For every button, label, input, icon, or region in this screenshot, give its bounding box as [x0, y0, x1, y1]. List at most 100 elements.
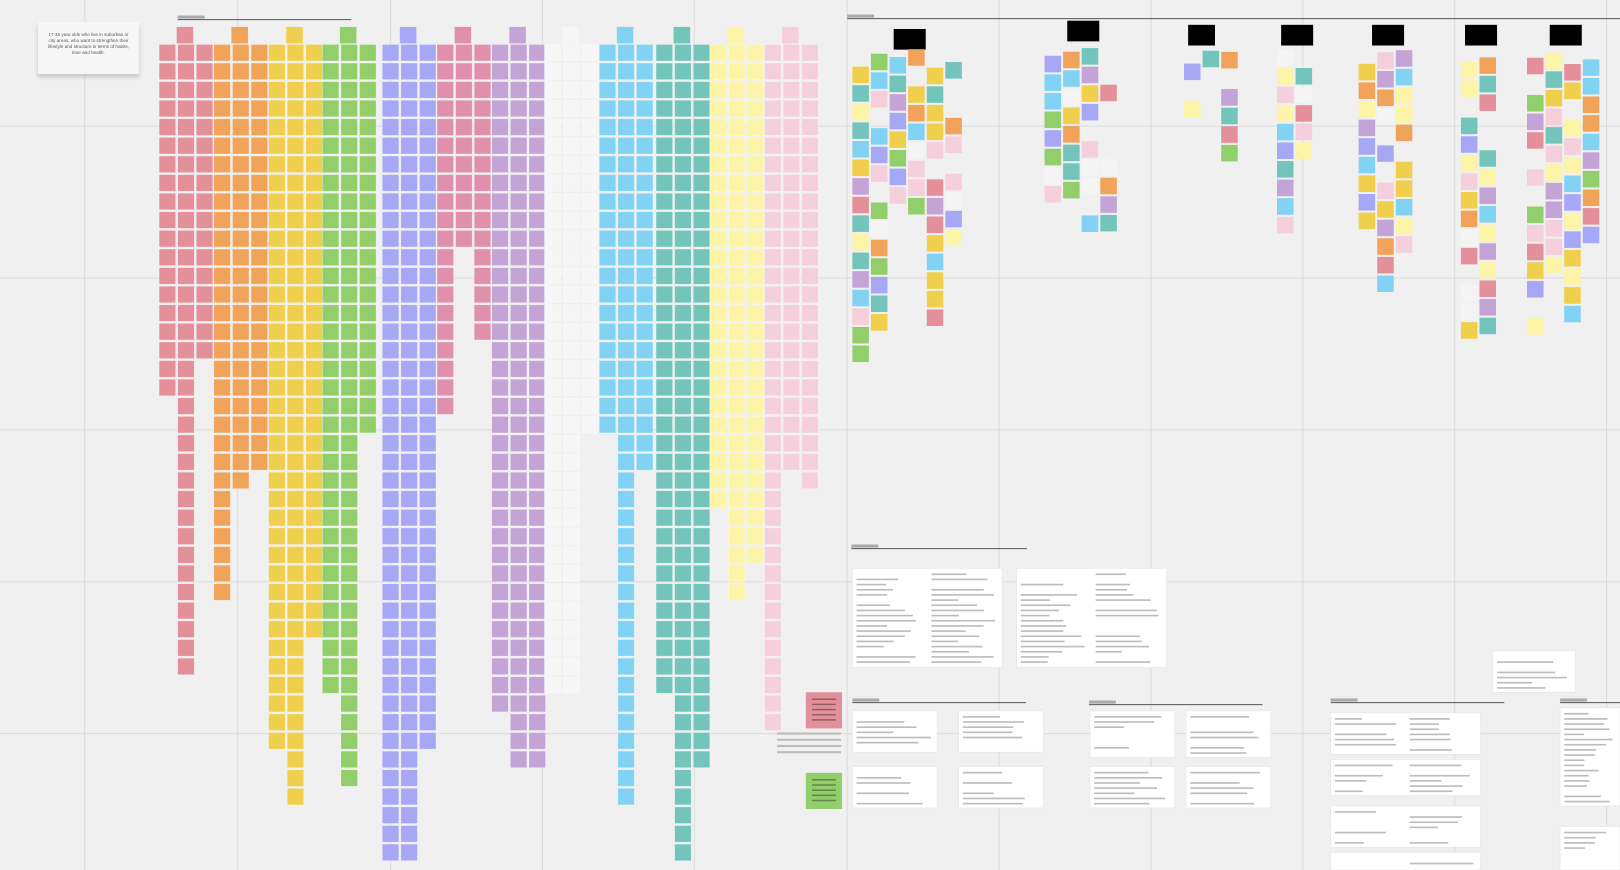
sticky-note[interactable]	[305, 378, 323, 396]
sticky-note[interactable]	[419, 360, 437, 378]
sticky-note[interactable]	[268, 713, 286, 731]
sticky-note[interactable]	[764, 564, 782, 582]
sticky-note[interactable]	[400, 323, 418, 341]
sticky-note[interactable]	[232, 267, 250, 285]
sticky-note[interactable]	[177, 230, 195, 248]
sticky-note[interactable]	[746, 44, 764, 62]
sticky-note[interactable]	[455, 174, 473, 192]
sticky-note[interactable]	[544, 118, 562, 136]
sticky-note[interactable]	[419, 434, 437, 452]
sticky-note[interactable]	[636, 397, 654, 415]
sticky-note[interactable]	[213, 378, 231, 396]
sticky-note[interactable]	[400, 360, 418, 378]
sticky-note[interactable]	[419, 378, 437, 396]
sticky-note[interactable]	[528, 211, 546, 229]
sticky-note[interactable]	[286, 360, 305, 378]
sticky-note[interactable]	[674, 360, 692, 378]
sticky-note[interactable]	[581, 192, 599, 211]
sticky-note[interactable]	[870, 165, 888, 182]
sticky-note[interactable]	[544, 471, 562, 489]
sticky-note[interactable]	[322, 397, 340, 415]
sticky-note[interactable]	[945, 192, 962, 209]
sticky-note[interactable]	[359, 211, 377, 229]
sticky-note[interactable]	[382, 769, 400, 787]
sticky-note[interactable]	[562, 360, 580, 378]
sticky-note[interactable]	[322, 657, 340, 675]
sticky-note[interactable]	[870, 276, 888, 294]
sticky-note[interactable]	[728, 341, 746, 359]
sticky-note[interactable]	[782, 118, 800, 136]
sticky-note[interactable]	[473, 230, 492, 248]
sticky-note[interactable]	[709, 378, 727, 396]
sticky-note[interactable]	[250, 341, 268, 359]
sticky-note[interactable]	[340, 416, 358, 434]
sticky-note[interactable]	[286, 695, 305, 713]
sticky-note[interactable]	[286, 211, 305, 229]
sticky-note[interactable]	[655, 304, 673, 322]
sticky-note[interactable]	[322, 118, 340, 136]
sticky-note[interactable]	[562, 564, 580, 582]
sticky-note[interactable]	[764, 360, 782, 378]
sticky-note[interactable]	[436, 155, 454, 173]
sticky-note[interactable]	[908, 160, 925, 178]
sticky-note[interactable]	[286, 174, 305, 192]
sticky-note[interactable]	[1377, 201, 1394, 218]
sticky-note[interactable]	[1395, 180, 1413, 197]
sticky-note[interactable]	[674, 788, 692, 806]
sticky-note[interactable]	[674, 62, 692, 80]
sticky-note[interactable]	[286, 99, 305, 118]
sticky-note[interactable]	[544, 397, 562, 415]
sticky-note[interactable]	[617, 304, 635, 322]
sticky-note[interactable]	[746, 527, 764, 545]
sticky-note[interactable]	[491, 490, 509, 508]
sticky-note[interactable]	[400, 825, 418, 843]
sticky-note[interactable]	[305, 211, 323, 229]
sticky-note[interactable]	[286, 81, 305, 99]
sticky-note[interactable]	[528, 304, 546, 322]
sticky-note[interactable]	[419, 583, 437, 601]
sticky-note[interactable]	[359, 397, 377, 415]
sticky-note[interactable]	[1527, 280, 1544, 298]
sticky-note[interactable]	[1358, 63, 1376, 81]
sticky-note[interactable]	[340, 267, 358, 285]
sticky-note[interactable]	[674, 806, 692, 824]
sticky-note[interactable]	[1377, 219, 1394, 237]
sticky-note[interactable]	[382, 657, 400, 675]
sticky-note[interactable]	[1100, 159, 1117, 176]
sticky-note[interactable]	[286, 471, 305, 489]
sticky-note[interactable]	[400, 788, 418, 806]
sticky-note[interactable]	[305, 192, 323, 211]
sticky-note[interactable]	[399, 26, 417, 44]
sticky-note[interactable]	[617, 323, 635, 341]
sticky-note[interactable]	[801, 267, 819, 285]
sticky-note[interactable]	[491, 341, 509, 359]
sticky-note[interactable]	[268, 155, 286, 173]
sticky-note[interactable]	[562, 211, 580, 229]
sticky-note[interactable]	[562, 137, 580, 155]
sticky-note[interactable]	[510, 471, 528, 489]
sticky-note[interactable]	[581, 137, 599, 155]
sticky-note[interactable]	[544, 676, 562, 694]
sticky-note[interactable]	[491, 509, 509, 527]
sticky-note[interactable]	[782, 44, 800, 62]
sticky-note[interactable]	[782, 192, 800, 211]
sticky-note[interactable]	[250, 118, 268, 136]
sticky-note[interactable]	[562, 602, 580, 620]
sticky-note[interactable]	[692, 230, 711, 248]
sticky-note[interactable]	[305, 527, 323, 545]
sticky-note[interactable]	[473, 118, 492, 136]
sticky-note[interactable]	[1276, 123, 1294, 141]
document-card[interactable]	[852, 568, 1003, 668]
sticky-note[interactable]	[636, 360, 654, 378]
sticky-note[interactable]	[655, 434, 673, 452]
sticky-note[interactable]	[196, 285, 214, 304]
sticky-note[interactable]	[1582, 133, 1600, 151]
sticky-note[interactable]	[340, 341, 358, 359]
sticky-note[interactable]	[305, 137, 323, 155]
sticky-note[interactable]	[617, 360, 635, 378]
sticky-note[interactable]	[213, 527, 231, 545]
sticky-note[interactable]	[382, 527, 400, 545]
sticky-note[interactable]	[213, 155, 231, 173]
sticky-note[interactable]	[382, 230, 400, 248]
sticky-note[interactable]	[455, 81, 473, 99]
